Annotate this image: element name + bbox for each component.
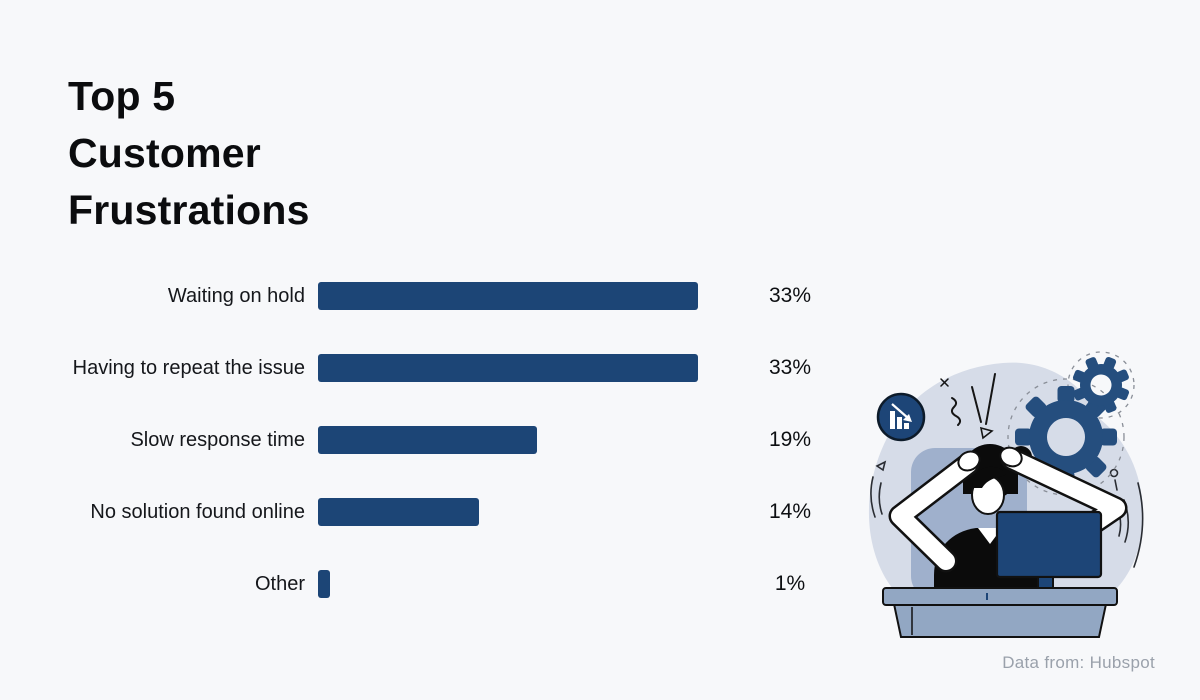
desk-icon	[882, 587, 1118, 638]
value-label: 19%	[768, 428, 812, 451]
frustrated-person-illustration	[848, 345, 1168, 645]
chart-row: Waiting on hold 33%	[0, 282, 840, 310]
data-source-caption: Data from: Hubspot	[1002, 653, 1155, 672]
category-label: Other	[254, 573, 305, 595]
declining-bar-chart-badge-icon	[876, 392, 926, 442]
bar	[318, 354, 698, 382]
bar	[318, 498, 479, 526]
category-label: Waiting on hold	[167, 285, 305, 307]
bar	[318, 282, 698, 310]
chart-row: Having to repeat the issue 33%	[0, 354, 840, 382]
bar	[318, 570, 330, 598]
gear-icon-small	[1072, 356, 1130, 414]
title-line-1: Top 5	[68, 73, 176, 119]
value-label: 33%	[768, 284, 812, 307]
bar	[318, 426, 537, 454]
category-label: Having to repeat the issue	[72, 357, 305, 379]
chart-row: Slow response time 19%	[0, 426, 840, 454]
category-label: No solution found online	[90, 501, 305, 523]
value-label: 33%	[768, 356, 812, 379]
value-label: 1%	[774, 572, 806, 595]
page-title: Top 5 Customer Frustrations	[68, 68, 310, 239]
title-line-2: Customer	[68, 130, 261, 176]
category-label: Slow response time	[130, 429, 305, 451]
shake-marks-left-icon	[870, 460, 887, 518]
stress-marks-icon	[940, 373, 996, 440]
frustrated-person	[888, 444, 1128, 597]
bar-chart: Waiting on hold 33% Having to repeat the…	[0, 282, 840, 642]
title-line-3: Frustrations	[68, 187, 310, 233]
chart-row: Other 1%	[0, 570, 840, 598]
chart-row: No solution found online 14%	[0, 498, 840, 526]
value-label: 14%	[768, 500, 812, 523]
